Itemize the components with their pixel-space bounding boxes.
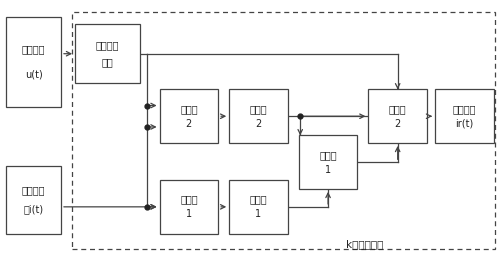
Text: u(t): u(t) — [25, 70, 42, 80]
Text: 1: 1 — [186, 209, 192, 219]
FancyBboxPatch shape — [229, 90, 288, 143]
Text: 正切函数: 正切函数 — [96, 41, 119, 51]
FancyBboxPatch shape — [368, 90, 427, 143]
Text: 除法器: 除法器 — [320, 150, 337, 160]
Text: 阻性电流: 阻性电流 — [452, 104, 476, 114]
Text: 乘法器: 乘法器 — [180, 194, 198, 204]
Text: 积分器: 积分器 — [250, 104, 268, 114]
Text: ir(t): ir(t) — [455, 119, 473, 129]
Text: 1: 1 — [325, 165, 331, 175]
FancyBboxPatch shape — [435, 90, 494, 143]
Text: 流i(t): 流i(t) — [24, 204, 44, 214]
FancyBboxPatch shape — [229, 180, 288, 234]
Text: 电网电压: 电网电压 — [22, 44, 46, 54]
Text: 电路: 电路 — [102, 57, 113, 67]
FancyBboxPatch shape — [160, 180, 218, 234]
Text: 积分器: 积分器 — [250, 194, 268, 204]
Text: k值计算模块: k值计算模块 — [346, 239, 383, 249]
Text: 2: 2 — [186, 119, 192, 129]
FancyBboxPatch shape — [298, 135, 358, 189]
FancyBboxPatch shape — [75, 24, 140, 83]
Text: 乘法器: 乘法器 — [180, 104, 198, 114]
FancyBboxPatch shape — [160, 90, 218, 143]
FancyBboxPatch shape — [6, 17, 61, 107]
Text: 总泄漏电: 总泄漏电 — [22, 185, 46, 195]
Text: 除法器: 除法器 — [389, 104, 406, 114]
Text: 1: 1 — [256, 209, 262, 219]
FancyBboxPatch shape — [6, 166, 61, 234]
Text: 2: 2 — [394, 119, 401, 129]
Text: 2: 2 — [256, 119, 262, 129]
